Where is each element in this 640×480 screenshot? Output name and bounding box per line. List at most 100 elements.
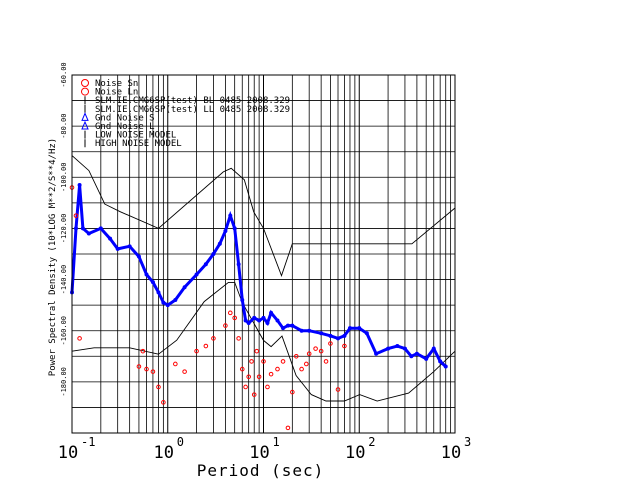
legend-item: Gnd Noise L — [81, 120, 155, 132]
x-tick-label: 10 — [345, 443, 365, 463]
data-point — [223, 228, 228, 233]
data-point — [80, 226, 85, 231]
data-point — [144, 366, 149, 372]
data-point — [256, 374, 262, 380]
data-point — [73, 226, 78, 231]
plot-frame — [71, 74, 456, 434]
legend-item: Noise Sn — [81, 79, 138, 89]
legend-label: Gnd Noise L — [95, 122, 155, 132]
x-tick-exponent: 1 — [273, 435, 280, 449]
legend-label: Noise Ln — [95, 88, 138, 98]
data-point — [239, 366, 245, 372]
data-point — [261, 359, 266, 364]
y-tick-label: -80.00 — [60, 113, 68, 138]
low-noise-model-line — [71, 281, 456, 402]
legend-item: SLM.IE.CMG6SP(test) BL 0485 2008.329 — [84, 96, 290, 106]
data-point — [304, 361, 309, 367]
data-point — [254, 348, 260, 354]
data-point — [127, 244, 132, 249]
data-point — [161, 300, 166, 305]
x-axis-label: Period (sec) — [197, 461, 325, 480]
data-point — [182, 369, 187, 374]
y-tick-label: -60.00 — [60, 62, 68, 87]
data-point — [336, 336, 341, 341]
data-point — [140, 348, 146, 354]
data-point — [150, 280, 155, 285]
data-point — [203, 343, 209, 349]
legend-item: SLM.IE.CMG6SP(test) LL 0485 2008.329 — [84, 104, 290, 115]
legend-item: Noise Ln — [81, 87, 138, 98]
data-point — [182, 285, 187, 290]
data-point — [173, 361, 178, 367]
data-point — [150, 369, 156, 374]
data-point — [386, 346, 391, 351]
data-point — [364, 331, 369, 336]
data-point — [236, 262, 241, 267]
data-point — [251, 392, 257, 397]
legend-marker — [81, 87, 89, 96]
x-tick-label: 10 — [58, 443, 78, 463]
data-point — [268, 371, 274, 377]
legend-label: SLM.IE.CMG6SP(test) BL 0485 2008.329 — [95, 96, 290, 106]
data-point — [223, 323, 228, 328]
data-point — [424, 356, 429, 361]
legend-label: LOW NOISE MODEL — [95, 131, 176, 141]
x-tick-exponent: 2 — [368, 435, 375, 449]
noise-models — [71, 155, 456, 402]
series-line — [70, 184, 447, 368]
data-point — [414, 351, 419, 356]
data-point — [307, 328, 312, 333]
data-point — [357, 326, 362, 331]
series-gnd-noise-l — [69, 185, 347, 431]
data-point — [236, 336, 241, 341]
data-point — [211, 336, 216, 341]
data-point — [409, 354, 414, 359]
data-point — [290, 323, 295, 328]
y-tick-labels: -60.00 -80.00 -100.00 -120.00 -140.00 -160.00… — [60, 62, 68, 396]
data-point — [156, 290, 161, 295]
data-point — [173, 298, 178, 303]
data-point — [290, 389, 295, 395]
data-point — [281, 326, 286, 331]
legend-label: Noise Sn — [95, 79, 138, 89]
legend-marker — [81, 79, 89, 87]
data-point — [228, 213, 233, 218]
data-point — [246, 321, 251, 326]
data-point — [318, 348, 324, 354]
data-point — [144, 272, 149, 277]
data-point — [217, 241, 222, 246]
legend-item: LOW NOISE MODEL — [84, 130, 176, 141]
data-point — [265, 321, 270, 326]
data-point — [335, 387, 341, 392]
x-tick-exponent: 3 — [464, 435, 471, 449]
data-point — [156, 384, 161, 390]
data-point — [246, 374, 251, 380]
data-point — [240, 298, 245, 303]
data-point — [395, 344, 400, 349]
legend-label: SLM.IE.CMG6SP(test) LL 0485 2008.329 — [95, 105, 290, 115]
data-point — [194, 348, 199, 354]
data-point — [136, 254, 141, 259]
data-point — [136, 364, 142, 369]
x-tick-label: 10 — [154, 443, 174, 463]
x-tick-label: 10 — [249, 443, 269, 463]
data-point — [161, 400, 166, 405]
data-point — [243, 318, 248, 323]
data-point — [232, 226, 237, 231]
data-point — [211, 252, 216, 256]
x-tick-exponent: 0 — [177, 435, 184, 449]
data-series — [69, 182, 448, 431]
data-point — [443, 364, 448, 369]
data-point — [115, 246, 120, 251]
data-point — [249, 359, 254, 364]
data-point — [269, 310, 274, 315]
data-point — [299, 328, 304, 333]
legend-item: HIGH NOISE MODEL — [84, 139, 182, 149]
series-gnd-noise-s — [70, 182, 448, 369]
data-point — [374, 351, 379, 356]
data-point — [265, 384, 270, 390]
legend-marker — [81, 112, 89, 121]
data-point — [232, 315, 237, 321]
